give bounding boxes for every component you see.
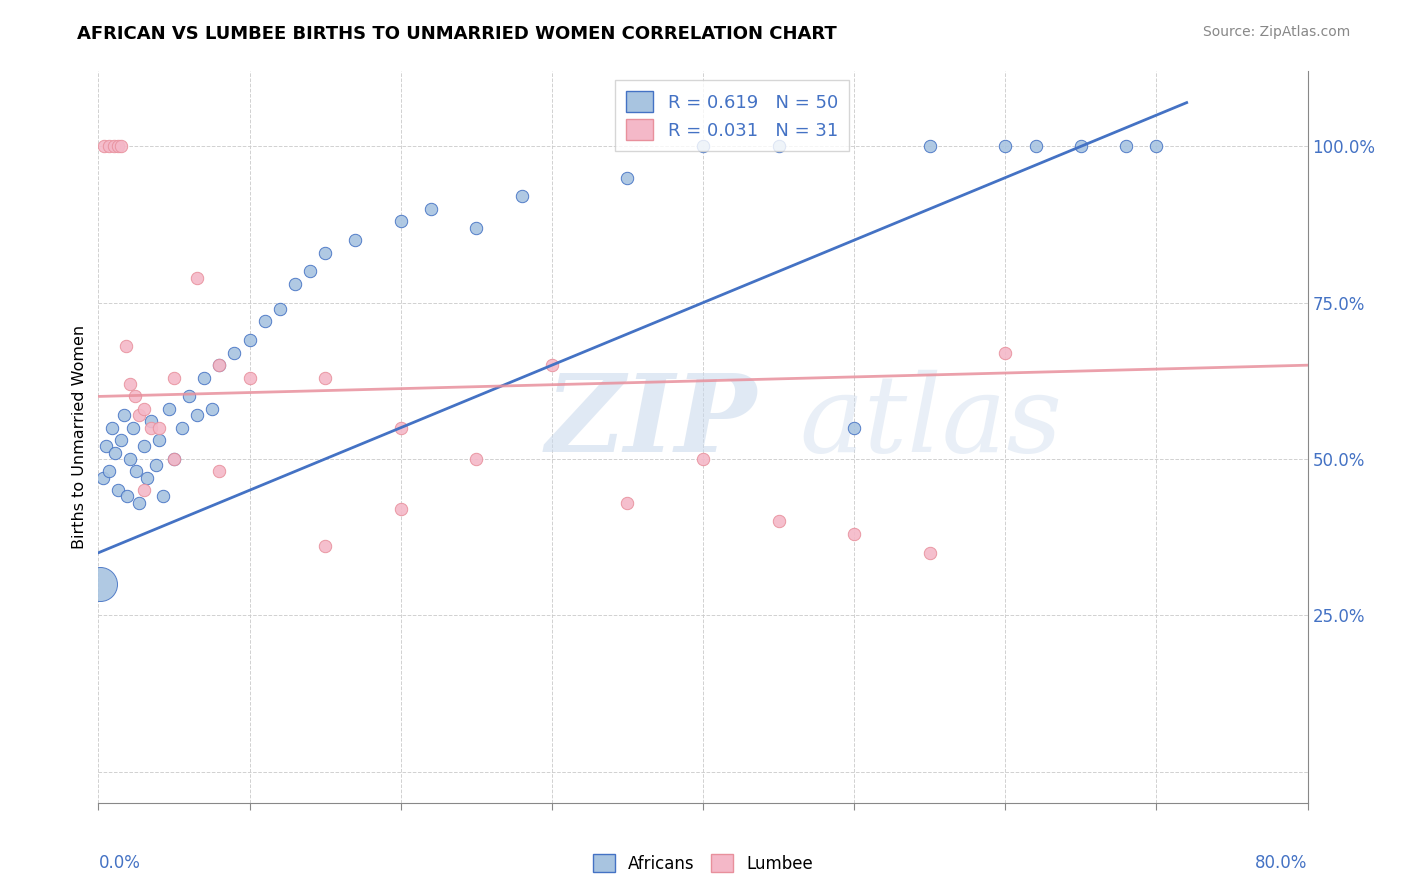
Point bbox=[284, 277, 307, 291]
Point bbox=[186, 270, 208, 285]
Point bbox=[314, 370, 336, 384]
Point bbox=[1115, 139, 1137, 153]
Point bbox=[208, 358, 231, 372]
Y-axis label: Births to Unmarried Women: Births to Unmarried Women bbox=[72, 325, 87, 549]
Point bbox=[122, 420, 145, 434]
Point bbox=[540, 358, 562, 372]
Point bbox=[344, 233, 367, 247]
Point bbox=[389, 214, 412, 228]
Point bbox=[179, 389, 201, 403]
Point bbox=[103, 139, 125, 153]
Point bbox=[510, 189, 533, 203]
Legend: R = 0.619   N = 50, R = 0.031   N = 31: R = 0.619 N = 50, R = 0.031 N = 31 bbox=[616, 80, 849, 151]
Point bbox=[94, 440, 117, 454]
Point bbox=[128, 408, 150, 422]
Point bbox=[844, 420, 866, 434]
Point bbox=[159, 401, 181, 416]
Point bbox=[918, 546, 941, 560]
Point bbox=[141, 414, 163, 428]
Point bbox=[148, 420, 170, 434]
Point bbox=[132, 440, 155, 454]
Text: 80.0%: 80.0% bbox=[1256, 854, 1308, 872]
Point bbox=[110, 434, 132, 448]
Point bbox=[1024, 139, 1046, 153]
Point bbox=[124, 389, 146, 403]
Point bbox=[112, 408, 135, 422]
Point bbox=[1146, 139, 1168, 153]
Point bbox=[465, 220, 488, 235]
Point bbox=[148, 434, 170, 448]
Point bbox=[193, 370, 215, 384]
Point bbox=[132, 483, 155, 498]
Point bbox=[110, 139, 132, 153]
Point bbox=[918, 139, 941, 153]
Point bbox=[163, 452, 186, 467]
Point bbox=[128, 496, 150, 510]
Point bbox=[114, 339, 136, 353]
Point bbox=[389, 420, 412, 434]
Point bbox=[314, 540, 336, 554]
Point bbox=[844, 527, 866, 541]
Point bbox=[98, 139, 121, 153]
Point bbox=[101, 420, 124, 434]
Point bbox=[994, 139, 1017, 153]
Text: 0.0%: 0.0% bbox=[98, 854, 141, 872]
Point bbox=[994, 345, 1017, 359]
Point bbox=[616, 496, 638, 510]
Point bbox=[163, 370, 186, 384]
Point bbox=[269, 301, 291, 316]
Point bbox=[91, 471, 114, 485]
Point bbox=[135, 471, 157, 485]
Point bbox=[186, 408, 208, 422]
Point bbox=[115, 490, 138, 504]
Point bbox=[107, 483, 129, 498]
Point bbox=[125, 465, 148, 479]
Point bbox=[163, 452, 186, 467]
Point bbox=[299, 264, 322, 278]
Point bbox=[253, 314, 276, 328]
Point bbox=[141, 420, 163, 434]
Text: Source: ZipAtlas.com: Source: ZipAtlas.com bbox=[1202, 25, 1350, 39]
Point bbox=[692, 139, 714, 153]
Point bbox=[616, 170, 638, 185]
Point bbox=[120, 452, 142, 467]
Point bbox=[132, 401, 155, 416]
Point bbox=[224, 345, 246, 359]
Text: ZIP: ZIP bbox=[546, 369, 758, 475]
Point bbox=[314, 245, 336, 260]
Point bbox=[692, 452, 714, 467]
Point bbox=[145, 458, 167, 473]
Point bbox=[89, 577, 111, 591]
Point bbox=[107, 139, 129, 153]
Point bbox=[239, 333, 262, 347]
Point bbox=[208, 358, 231, 372]
Point bbox=[239, 370, 262, 384]
Point bbox=[768, 139, 790, 153]
Text: atlas: atlas bbox=[800, 370, 1063, 475]
Text: AFRICAN VS LUMBEE BIRTHS TO UNMARRIED WOMEN CORRELATION CHART: AFRICAN VS LUMBEE BIRTHS TO UNMARRIED WO… bbox=[77, 25, 837, 43]
Legend: Africans, Lumbee: Africans, Lumbee bbox=[586, 847, 820, 880]
Point bbox=[98, 465, 121, 479]
Point bbox=[201, 401, 224, 416]
Point bbox=[389, 502, 412, 516]
Point bbox=[93, 139, 115, 153]
Point bbox=[465, 452, 488, 467]
Point bbox=[120, 376, 142, 391]
Point bbox=[104, 446, 127, 460]
Point bbox=[420, 202, 443, 216]
Point bbox=[208, 465, 231, 479]
Point bbox=[1070, 139, 1092, 153]
Point bbox=[768, 515, 790, 529]
Point bbox=[152, 490, 174, 504]
Point bbox=[170, 420, 193, 434]
